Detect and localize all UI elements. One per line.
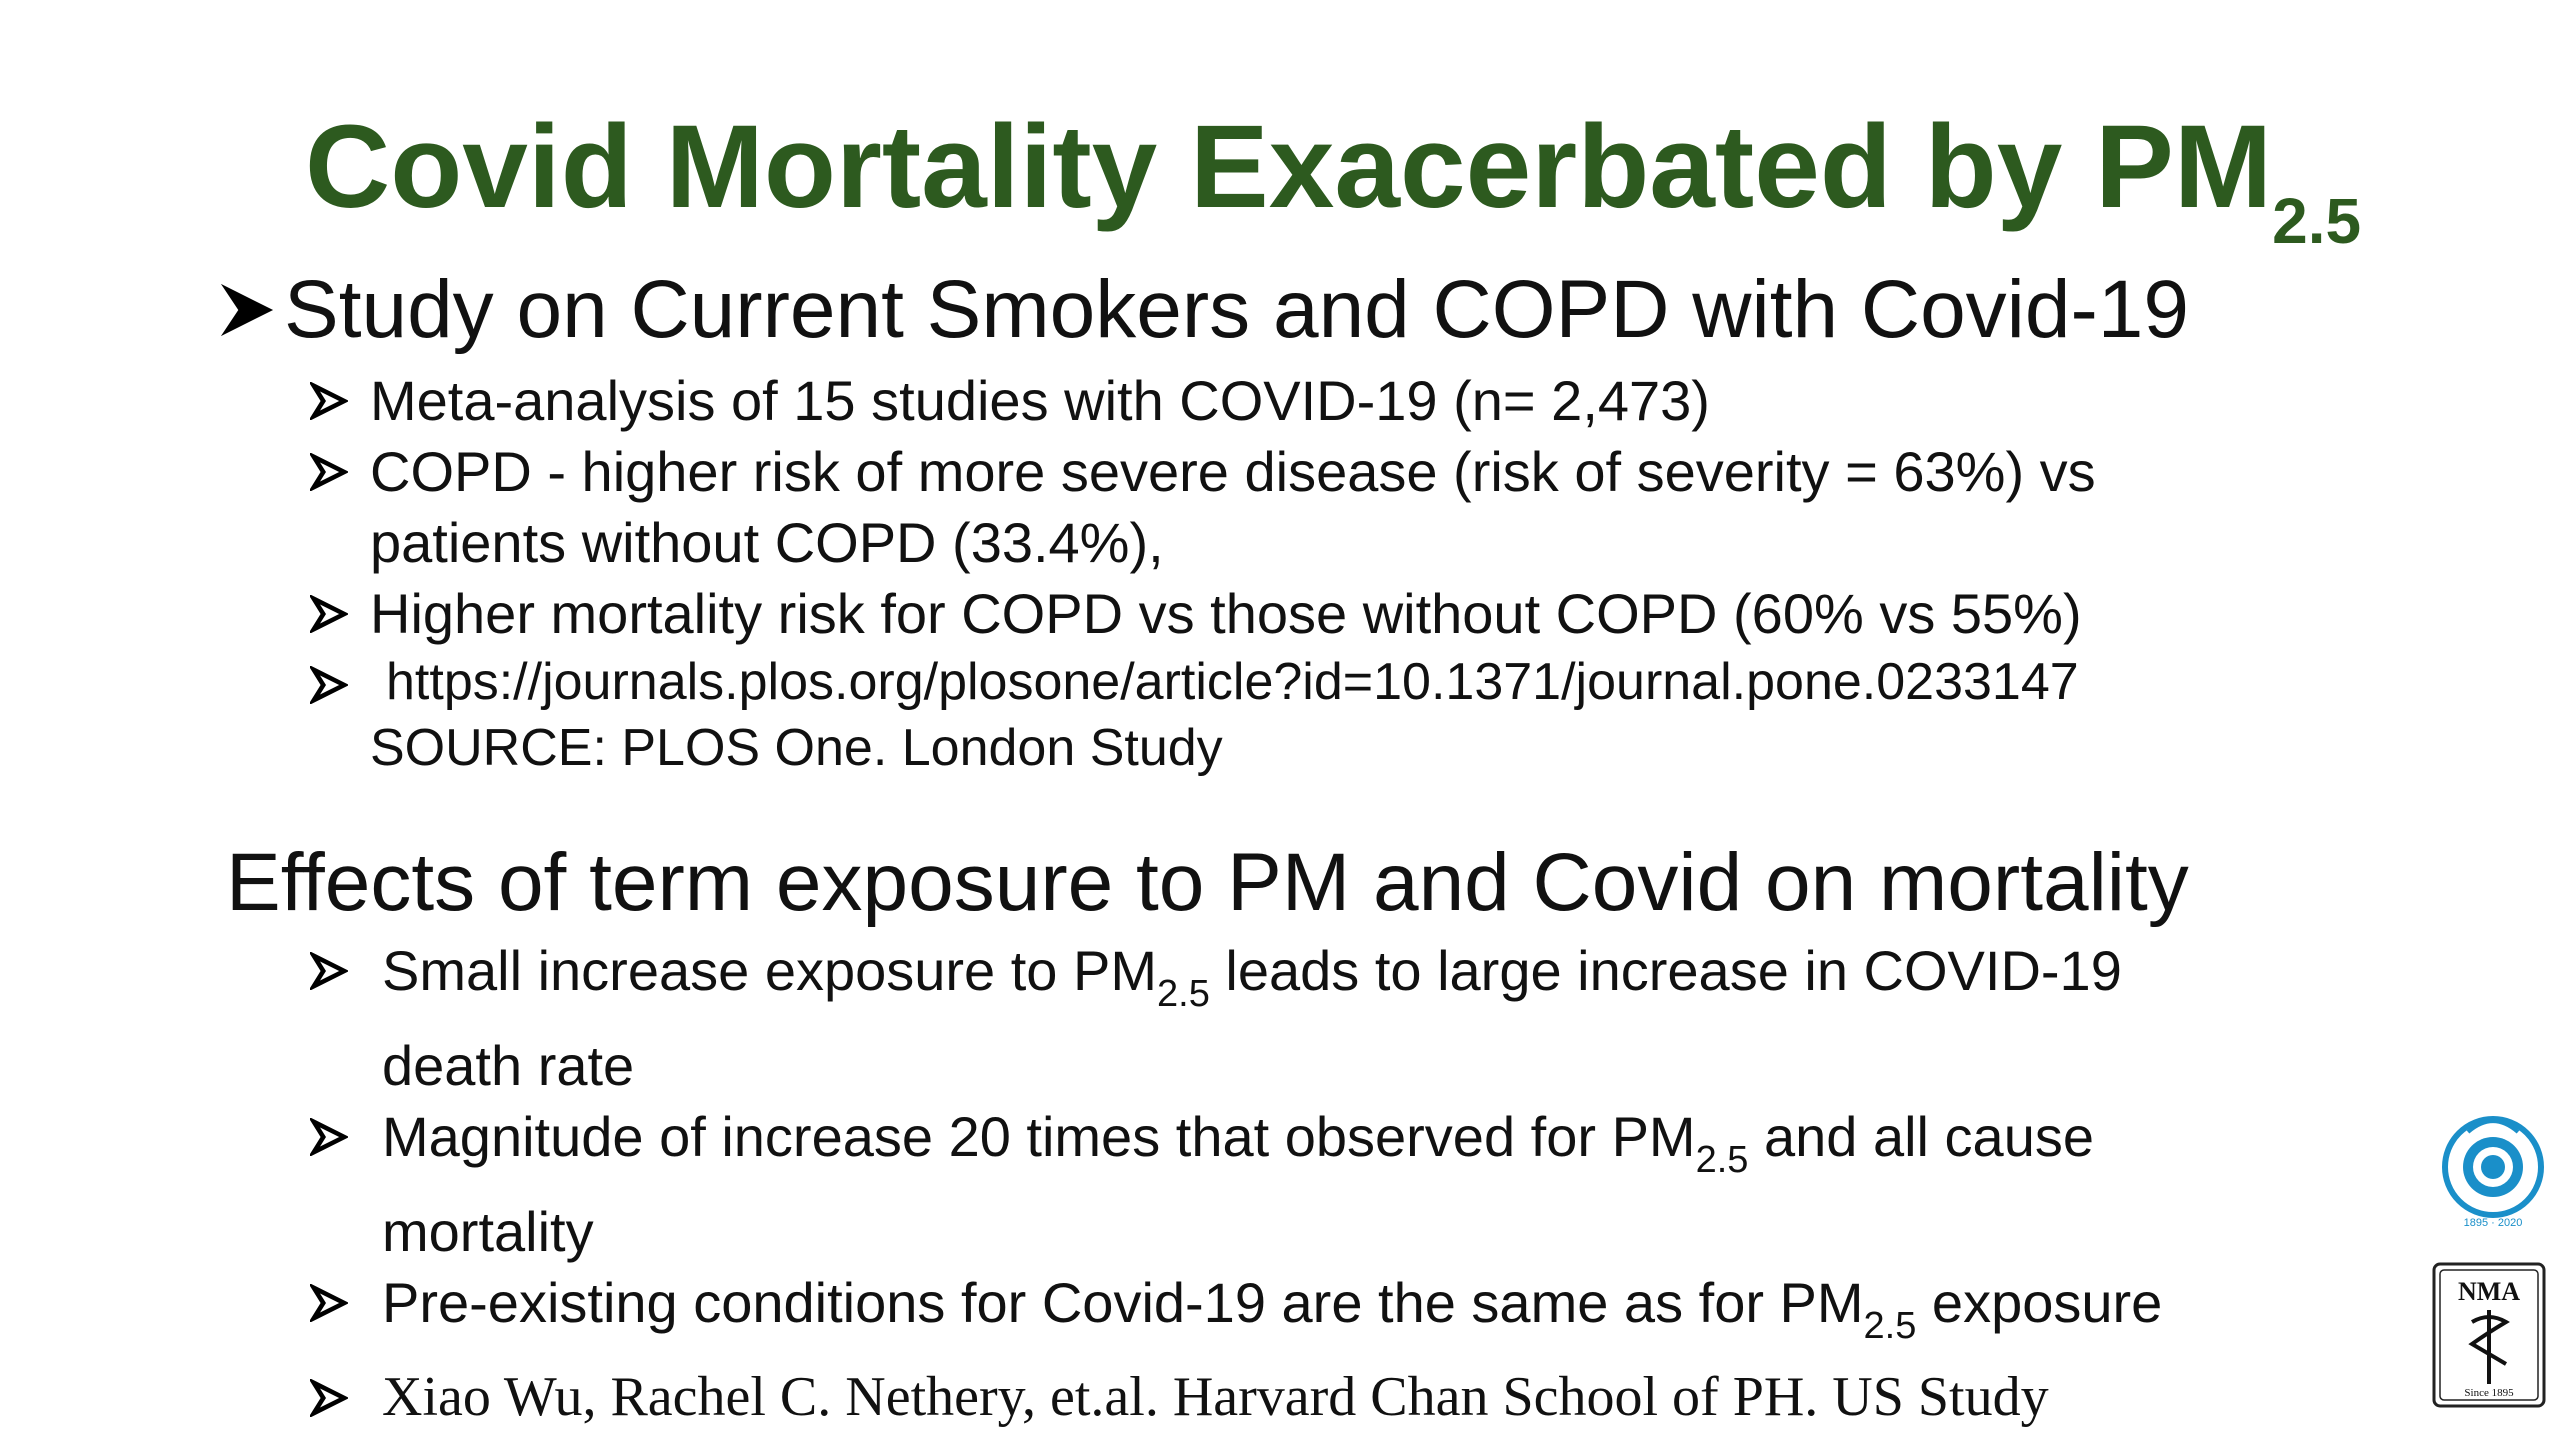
section1-heading: Study on Current Smokers and COPD with C… [218,264,2189,355]
list-item: Pre-existing conditions for Covid-19 are… [310,1267,2162,1362]
list-item: Xiao Wu, Rachel C. Nethery, et.al. Harva… [310,1362,2162,1433]
arrowhead-bullet-icon [310,1118,348,1156]
arrowhead-bullet-icon [310,952,348,990]
nma-seal-logo: 1895 · 2020 [2438,1112,2548,1237]
section1-bullet-list: Meta-analysis of 15 studies with COVID-1… [310,365,2096,781]
list-item: Magnitude of increase 20 times that obse… [310,1101,2162,1267]
arrowhead-bullet-icon [310,1379,348,1417]
list-item: COPD - higher risk of more severe diseas… [310,436,2096,578]
arrowhead-bullet-icon [218,281,276,339]
list-item: https://journals.plos.org/plosone/articl… [310,649,2096,781]
source-link[interactable]: https://journals.plos.org/plosone/articl… [386,653,2079,711]
svg-text:NMA: NMA [2458,1277,2520,1306]
nma-emblem-logo: NMA Since 1895 [2430,1260,2548,1415]
arrowhead-bullet-icon [310,666,348,704]
list-item: Meta-analysis of 15 studies with COVID-1… [310,365,2096,436]
section2-bullet-list: Small increase exposure to PM2.5 leads t… [310,935,2162,1433]
svg-text:Since 1895: Since 1895 [2464,1387,2514,1399]
arrowhead-bullet-icon [310,595,348,633]
svg-text:1895 · 2020: 1895 · 2020 [2464,1217,2523,1229]
list-item: Higher mortality risk for COPD vs those … [310,578,2096,649]
slide-title: Covid Mortality Exacerbated by PM2.5 [305,101,2362,257]
list-item: Small increase exposure to PM2.5 leads t… [310,935,2162,1101]
title-subscript: 2.5 [2272,185,2362,257]
section2-heading: Effects of term exposure to PM and Covid… [226,837,2189,928]
source-label: SOURCE: PLOS One. London Study [370,719,1223,777]
arrowhead-bullet-icon [310,382,348,420]
arrowhead-bullet-icon [310,453,348,491]
arrowhead-bullet-icon [310,1284,348,1322]
